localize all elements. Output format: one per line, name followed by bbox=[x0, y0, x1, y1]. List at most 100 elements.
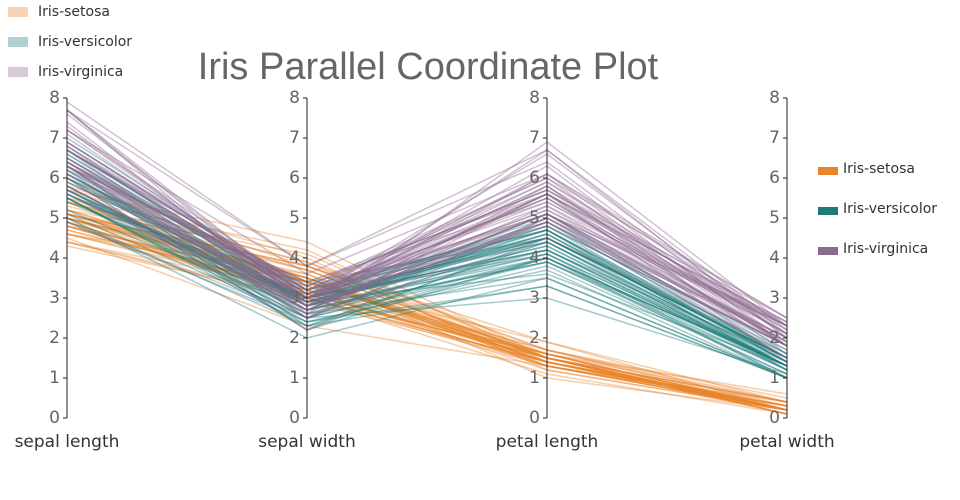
data-line bbox=[66, 109, 788, 339]
data-line bbox=[66, 161, 788, 327]
data-line bbox=[66, 145, 788, 363]
y-tick-label: 2 bbox=[769, 328, 780, 348]
data-line bbox=[66, 157, 788, 339]
data-line bbox=[66, 177, 788, 355]
data-line bbox=[66, 213, 788, 411]
data-line bbox=[66, 237, 788, 407]
legend-label: Iris-virginica bbox=[843, 241, 928, 257]
y-tick-label: 6 bbox=[529, 168, 540, 188]
data-line bbox=[66, 161, 788, 367]
data-line bbox=[66, 165, 788, 323]
data-line bbox=[66, 213, 788, 411]
y-tick-label: 1 bbox=[289, 368, 300, 388]
data-line bbox=[66, 113, 788, 335]
y-tick-label: 3 bbox=[769, 288, 780, 308]
data-line bbox=[66, 245, 788, 415]
data-line bbox=[66, 217, 788, 403]
data-line bbox=[66, 209, 788, 363]
y-tick-label: 4 bbox=[769, 248, 780, 268]
y-tick-label: 0 bbox=[289, 408, 300, 428]
data-line bbox=[66, 141, 788, 359]
data-line bbox=[66, 225, 788, 415]
data-line bbox=[66, 161, 788, 347]
data-line bbox=[66, 109, 788, 327]
y-tick-label: 7 bbox=[49, 128, 60, 148]
data-line bbox=[66, 229, 788, 411]
axis-label: petal length bbox=[496, 432, 599, 452]
data-line bbox=[66, 201, 788, 411]
data-line bbox=[66, 149, 788, 363]
data-line bbox=[66, 217, 788, 411]
data-line bbox=[66, 161, 788, 331]
data-line bbox=[66, 189, 788, 407]
data-line bbox=[66, 229, 788, 411]
data-line bbox=[66, 149, 788, 323]
data-line bbox=[66, 217, 788, 395]
data-line bbox=[66, 213, 788, 407]
data-line bbox=[66, 165, 788, 343]
data-line bbox=[66, 185, 788, 323]
data-line bbox=[66, 173, 788, 371]
data-line bbox=[66, 149, 788, 359]
data-line bbox=[66, 197, 788, 367]
data-line bbox=[66, 193, 788, 359]
y-tick-label: 5 bbox=[49, 208, 60, 228]
data-line bbox=[66, 213, 788, 411]
y-tick-label: 6 bbox=[289, 168, 300, 188]
y-tick-label: 2 bbox=[529, 328, 540, 348]
data-line bbox=[66, 141, 788, 335]
data-line bbox=[66, 109, 788, 327]
data-line bbox=[66, 189, 788, 403]
data-line bbox=[66, 185, 788, 379]
data-line bbox=[66, 177, 788, 347]
data-line bbox=[66, 129, 788, 319]
data-line bbox=[66, 209, 788, 411]
data-line bbox=[66, 129, 788, 355]
data-line bbox=[66, 173, 788, 347]
data-line bbox=[66, 193, 788, 367]
data-line bbox=[66, 129, 788, 347]
data-line bbox=[66, 209, 788, 415]
data-line bbox=[66, 217, 788, 411]
data-line bbox=[66, 217, 788, 411]
y-tick-label: 8 bbox=[49, 88, 60, 108]
data-line bbox=[66, 101, 788, 339]
axis-label: sepal length bbox=[15, 432, 120, 452]
data-line bbox=[66, 185, 788, 343]
axis-label: petal width bbox=[739, 432, 834, 452]
data-line bbox=[66, 233, 788, 411]
legend-swatch bbox=[818, 207, 838, 215]
y-tick-label: 3 bbox=[49, 288, 60, 308]
data-line bbox=[66, 201, 788, 403]
data-line bbox=[66, 221, 788, 415]
y-tick-label: 7 bbox=[769, 128, 780, 148]
data-line bbox=[66, 217, 788, 411]
data-line bbox=[66, 185, 788, 371]
legend-swatch bbox=[8, 37, 28, 47]
data-line bbox=[66, 133, 788, 335]
data-line bbox=[66, 181, 788, 347]
data-line bbox=[66, 189, 788, 367]
data-line bbox=[66, 145, 788, 327]
legend-swatch bbox=[818, 167, 838, 175]
data-line bbox=[66, 233, 788, 411]
legend-swatch bbox=[818, 247, 838, 255]
data-line bbox=[66, 197, 788, 411]
data-line bbox=[66, 213, 788, 403]
y-tick-label: 3 bbox=[289, 288, 300, 308]
data-line bbox=[66, 201, 788, 359]
y-tick-label: 8 bbox=[769, 88, 780, 108]
data-line bbox=[66, 177, 788, 379]
y-tick-label: 1 bbox=[49, 368, 60, 388]
data-line bbox=[66, 217, 788, 411]
data-line bbox=[66, 221, 788, 415]
data-line bbox=[66, 161, 788, 359]
data-line bbox=[66, 217, 788, 379]
data-line bbox=[66, 177, 788, 359]
data-line bbox=[66, 165, 788, 367]
data-line bbox=[66, 165, 788, 359]
data-line bbox=[66, 169, 788, 367]
legend-label: Iris-setosa bbox=[38, 4, 110, 20]
data-line bbox=[66, 177, 788, 359]
data-line bbox=[66, 149, 788, 335]
